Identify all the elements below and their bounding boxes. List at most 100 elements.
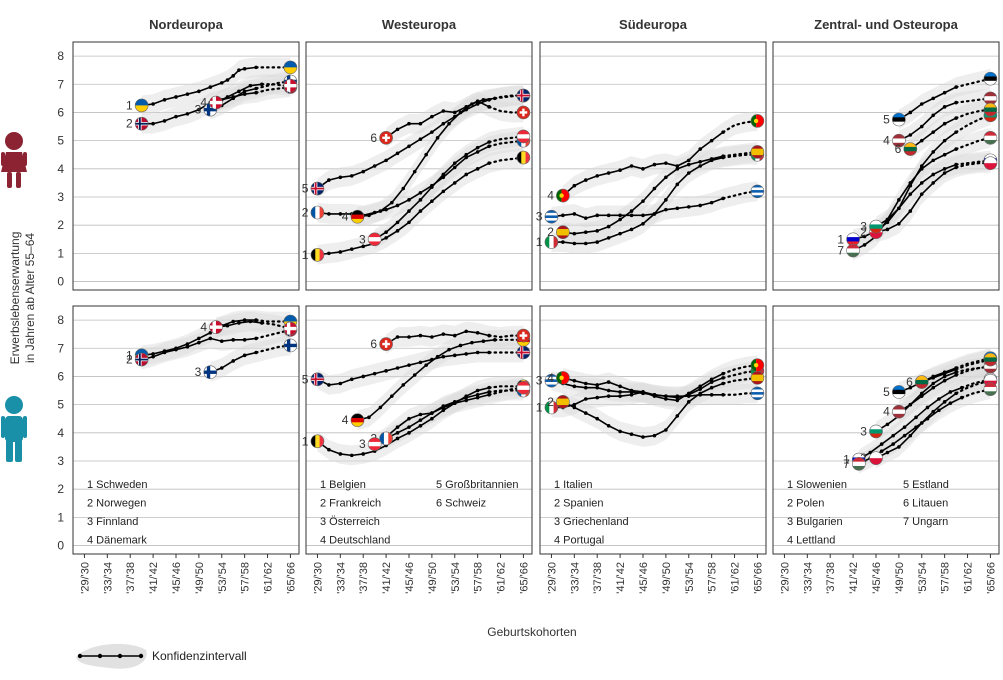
confidence-band — [317, 85, 524, 199]
data-point — [698, 203, 703, 208]
data-point — [908, 209, 913, 213]
data-point — [931, 172, 936, 177]
data-point — [897, 206, 901, 211]
data-point — [908, 402, 913, 407]
data-point — [954, 165, 958, 170]
series-label: 1 — [302, 248, 309, 262]
data-point — [931, 385, 936, 390]
data-point — [618, 168, 622, 173]
data-point — [452, 353, 457, 358]
data-point — [583, 397, 588, 401]
legend-entry: 3 Finnland — [87, 516, 138, 528]
data-point — [675, 206, 680, 211]
data-point — [407, 121, 411, 126]
flag-icon-lv — [892, 133, 906, 148]
series-line-3 — [875, 371, 957, 433]
confidence-legend-point — [77, 653, 83, 659]
series-label: 3 — [860, 220, 867, 234]
x-tick-label: '49/'50 — [194, 562, 206, 594]
data-point — [401, 186, 406, 191]
data-point — [954, 147, 958, 151]
y-tick-label: 8 — [57, 313, 64, 327]
data-point — [418, 209, 423, 213]
confidence-legend-point — [117, 653, 123, 659]
flag-icon-de — [350, 413, 365, 427]
data-point — [260, 82, 264, 87]
data-point — [686, 400, 691, 404]
data-point — [487, 385, 491, 390]
data-point — [487, 392, 491, 397]
confidence-band — [317, 147, 524, 265]
data-point — [954, 130, 958, 134]
data-point — [709, 392, 714, 397]
flag-icon-dk — [283, 78, 298, 93]
data-point — [937, 408, 941, 413]
panel-frame — [72, 305, 300, 555]
data-point — [367, 213, 371, 218]
data-point — [197, 89, 201, 94]
y-tick-label: 7 — [57, 77, 64, 91]
data-point — [891, 433, 895, 438]
data-point — [721, 196, 725, 201]
data-point — [254, 86, 258, 91]
data-point — [606, 423, 611, 428]
flag-icon-ee — [983, 71, 998, 86]
data-point — [349, 247, 354, 251]
series-label: 4 — [200, 320, 207, 334]
data-point — [583, 178, 588, 182]
data-point — [686, 162, 691, 167]
series-line-5 — [316, 99, 490, 190]
series-line-3 — [551, 379, 724, 397]
flag-icon-at — [367, 232, 382, 247]
flag-icon-ee — [892, 112, 906, 127]
data-point — [430, 130, 434, 134]
data-point — [418, 198, 423, 202]
data-point — [641, 221, 645, 226]
data-point — [606, 171, 611, 175]
data-point — [349, 174, 354, 178]
panel-frame — [305, 41, 533, 291]
x-tick-label: '45/'46 — [404, 562, 416, 594]
x-tick-label: '49/'50 — [427, 562, 439, 594]
data-point — [675, 414, 680, 418]
flag-icon-es — [750, 371, 765, 385]
confidence-band — [317, 342, 524, 395]
flag-icon-gb — [516, 345, 531, 360]
data-point — [185, 92, 190, 96]
legend-entry: 5 Estland — [903, 479, 949, 491]
male-icon — [1, 396, 27, 462]
data-point — [418, 423, 423, 428]
x-tick-label: '33/'34 — [335, 562, 347, 594]
data-point — [931, 113, 936, 118]
data-point — [151, 354, 155, 359]
series-projection-4 — [260, 321, 292, 330]
data-point — [475, 102, 480, 106]
flag-icon-dk — [283, 321, 298, 336]
data-point — [698, 164, 703, 168]
data-point — [372, 371, 377, 376]
series-label: 4 — [547, 189, 554, 203]
data-point — [942, 171, 947, 175]
x-tick-label: '61/'62 — [263, 562, 275, 594]
data-point — [225, 95, 230, 99]
data-point — [606, 394, 611, 398]
data-point — [709, 200, 714, 205]
x-tick-label: '49/'50 — [894, 562, 906, 594]
flag-icon-es — [750, 145, 765, 159]
data-point — [709, 157, 714, 161]
data-point — [652, 394, 657, 398]
x-tick-label: '61/'62 — [496, 562, 508, 594]
flag-icon-hu — [846, 243, 860, 258]
data-point — [458, 343, 463, 348]
data-point — [464, 329, 469, 334]
data-point — [931, 158, 936, 163]
x-tick-label: '37/'38 — [125, 562, 137, 594]
series-label: 1 — [843, 453, 850, 467]
data-point — [908, 385, 913, 390]
data-point — [430, 416, 434, 421]
series-projection-4 — [260, 83, 292, 87]
data-point — [960, 385, 964, 390]
data-point — [219, 339, 224, 344]
y-axis-label-line2: in Jahren ab Alter 55–64 — [23, 233, 37, 363]
